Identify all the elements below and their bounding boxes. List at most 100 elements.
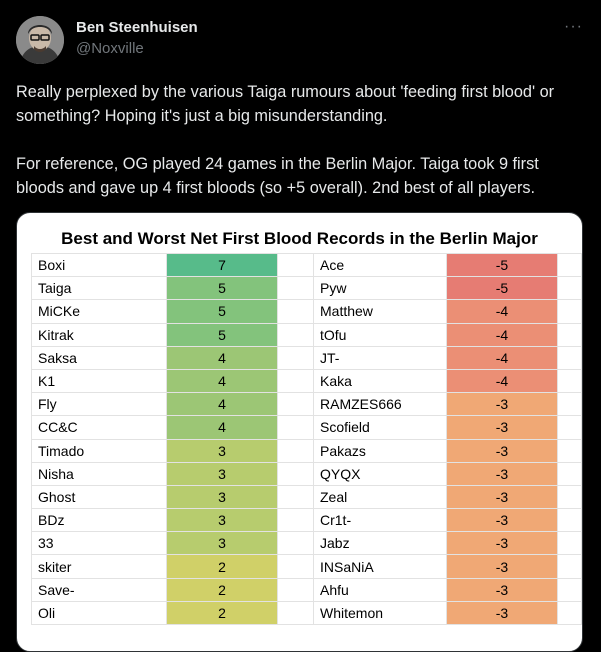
best-net: 4 bbox=[166, 345, 278, 370]
table-row: Ghost 3 Zeal -3 bbox=[31, 484, 582, 510]
spacer-cell bbox=[277, 554, 314, 579]
worst-player: Ahfu bbox=[313, 577, 447, 602]
spacer-cell bbox=[557, 461, 582, 486]
spacer-cell bbox=[277, 577, 314, 602]
best-player: Taiga bbox=[31, 276, 167, 301]
best-net: 4 bbox=[166, 415, 278, 440]
spacer-cell bbox=[277, 438, 314, 463]
spacer-cell bbox=[557, 345, 582, 370]
spacer-cell bbox=[277, 345, 314, 370]
spacer-cell bbox=[277, 531, 314, 556]
spacer-cell bbox=[557, 508, 582, 533]
spacer-cell bbox=[277, 600, 314, 626]
worst-net: -4 bbox=[446, 299, 558, 324]
worst-player: Kaka bbox=[313, 368, 447, 394]
worst-player: Ace bbox=[313, 252, 447, 278]
best-player: Nisha bbox=[31, 461, 167, 486]
best-net: 3 bbox=[166, 508, 278, 533]
more-horizontal-icon[interactable]: ··· bbox=[564, 18, 583, 35]
best-net: 5 bbox=[166, 322, 278, 347]
spacer-cell bbox=[277, 322, 314, 347]
worst-net: -3 bbox=[446, 484, 558, 510]
best-player: 33 bbox=[31, 531, 167, 556]
avatar-portrait-icon bbox=[16, 16, 64, 64]
best-net: 4 bbox=[166, 392, 278, 417]
worst-player: tOfu bbox=[313, 322, 447, 347]
table-row: Timado 3 Pakazs -3 bbox=[31, 438, 582, 463]
worst-player: QYQX bbox=[313, 461, 447, 486]
worst-net: -3 bbox=[446, 554, 558, 579]
worst-player: Cr1t- bbox=[313, 508, 447, 533]
worst-player: RAMZES666 bbox=[313, 392, 447, 417]
best-player: Saksa bbox=[31, 345, 167, 370]
tweet-text: Really perplexed by the various Taiga ru… bbox=[16, 80, 586, 200]
spacer-cell bbox=[557, 368, 582, 394]
spacer-cell bbox=[557, 438, 582, 463]
spacer-cell bbox=[557, 392, 582, 417]
worst-player: Jabz bbox=[313, 531, 447, 556]
spacer-cell bbox=[277, 392, 314, 417]
best-net: 3 bbox=[166, 531, 278, 556]
spacer-cell bbox=[557, 322, 582, 347]
best-net: 5 bbox=[166, 299, 278, 324]
table-row: Kitrak 5 tOfu -4 bbox=[31, 322, 582, 347]
tweet-paragraph: Really perplexed by the various Taiga ru… bbox=[16, 83, 555, 125]
best-player: Kitrak bbox=[31, 322, 167, 347]
spacer-cell bbox=[557, 484, 582, 510]
worst-net: -4 bbox=[446, 322, 558, 347]
best-player: BDz bbox=[31, 508, 167, 533]
worst-player: INSaNiA bbox=[313, 554, 447, 579]
best-net: 2 bbox=[166, 577, 278, 602]
spacer-cell bbox=[277, 252, 314, 278]
worst-net: -4 bbox=[446, 345, 558, 370]
worst-player: Zeal bbox=[313, 484, 447, 510]
table-row: Nisha 3 QYQX -3 bbox=[31, 461, 582, 486]
table-row: CC&C 4 Scofield -3 bbox=[31, 415, 582, 440]
spacer-cell bbox=[557, 252, 582, 278]
table-row: 33 3 Jabz -3 bbox=[31, 531, 582, 556]
spacer-cell bbox=[277, 484, 314, 510]
best-player: skiter bbox=[31, 554, 167, 579]
table-row: MiCKe 5 Matthew -4 bbox=[31, 299, 582, 324]
table-row: Save- 2 Ahfu -3 bbox=[31, 577, 582, 602]
spacer-cell bbox=[557, 600, 582, 626]
tweet-image[interactable]: Best and Worst Net First Blood Records i… bbox=[16, 212, 583, 652]
spacer-cell bbox=[557, 276, 582, 301]
spacer-cell bbox=[277, 299, 314, 324]
worst-player: Pyw bbox=[313, 276, 447, 301]
worst-net: -3 bbox=[446, 438, 558, 463]
best-net: 3 bbox=[166, 438, 278, 463]
table-row: Fly 4 RAMZES666 -3 bbox=[31, 392, 582, 417]
best-player: MiCKe bbox=[31, 299, 167, 324]
spacer-cell bbox=[557, 531, 582, 556]
best-net: 7 bbox=[166, 252, 278, 278]
worst-player: Matthew bbox=[313, 299, 447, 324]
spacer-cell bbox=[277, 508, 314, 533]
worst-net: -3 bbox=[446, 531, 558, 556]
best-net: 2 bbox=[166, 600, 278, 626]
best-net: 4 bbox=[166, 368, 278, 394]
best-player: Save- bbox=[31, 577, 167, 602]
author-name[interactable]: Ben Steenhuisen bbox=[76, 19, 198, 36]
table-row: skiter 2 INSaNiA -3 bbox=[31, 554, 582, 579]
sheet-title: Best and Worst Net First Blood Records i… bbox=[61, 229, 538, 248]
table-row: Oli 2 Whitemon -3 bbox=[31, 600, 582, 626]
table-row: Taiga 5 Pyw -5 bbox=[31, 276, 582, 301]
spacer-cell bbox=[557, 299, 582, 324]
author-handle[interactable]: @Noxville bbox=[76, 40, 144, 57]
best-net: 3 bbox=[166, 484, 278, 510]
table-row: Boxi 7 Ace -5 bbox=[31, 252, 582, 278]
spacer-cell bbox=[557, 554, 582, 579]
worst-net: -5 bbox=[446, 276, 558, 301]
records-table: Boxi 7 Ace -5 Taiga 5 Pyw -5 MiCKe 5 Matthew -4 Kitr… bbox=[31, 252, 582, 626]
spacer-cell bbox=[277, 461, 314, 486]
worst-player: Whitemon bbox=[313, 600, 447, 626]
best-player: Fly bbox=[31, 392, 167, 417]
spacer-cell bbox=[277, 368, 314, 394]
table-row: K1 4 Kaka -4 bbox=[31, 368, 582, 394]
spacer-cell bbox=[557, 415, 582, 440]
spacer-cell bbox=[557, 577, 582, 602]
table-row: BDz 3 Cr1t- -3 bbox=[31, 508, 582, 533]
best-player: Oli bbox=[31, 600, 167, 626]
avatar[interactable] bbox=[16, 16, 64, 64]
